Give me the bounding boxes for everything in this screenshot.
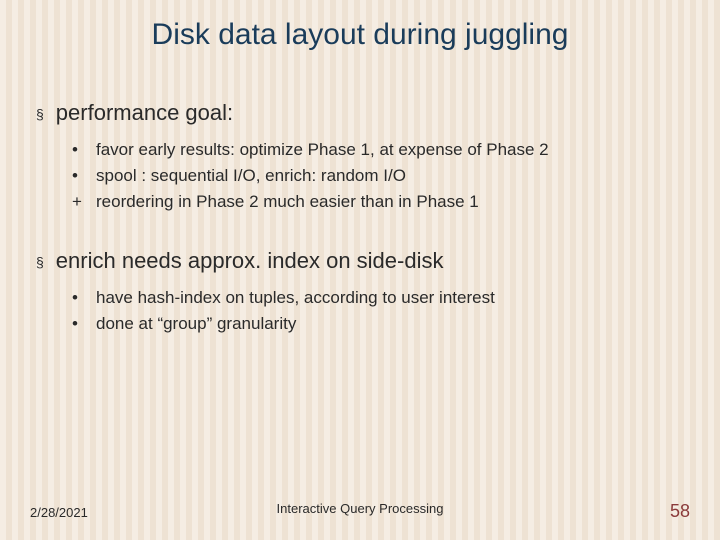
bullet-icon: • xyxy=(72,164,86,188)
footer-date: 2/28/2021 xyxy=(30,505,88,520)
footer-title: Interactive Query Processing xyxy=(277,501,444,516)
slide-container: Disk data layout during juggling § perfo… xyxy=(0,0,720,540)
item-text: spool : sequential I/O, enrich: random I… xyxy=(96,164,406,188)
section-1: § performance goal: • favor early result… xyxy=(30,100,690,214)
section-bullet-icon: § xyxy=(36,100,44,128)
list-item: + reordering in Phase 2 much easier than… xyxy=(72,190,690,214)
slide-footer: 2/28/2021 Interactive Query Processing 5… xyxy=(0,501,720,522)
list-item: • spool : sequential I/O, enrich: random… xyxy=(72,164,690,188)
footer-page-number: 58 xyxy=(670,501,690,522)
section-2: § enrich needs approx. index on side-dis… xyxy=(30,248,690,336)
item-text: reordering in Phase 2 much easier than i… xyxy=(96,190,479,214)
item-text: done at “group” granularity xyxy=(96,312,296,336)
list-item: • have hash-index on tuples, according t… xyxy=(72,286,690,310)
section-2-title: enrich needs approx. index on side-disk xyxy=(56,248,444,274)
slide-title: Disk data layout during juggling xyxy=(30,18,690,52)
section-2-header: § enrich needs approx. index on side-dis… xyxy=(30,248,690,276)
section-1-title: performance goal: xyxy=(56,100,233,126)
section-1-header: § performance goal: xyxy=(30,100,690,128)
item-text: have hash-index on tuples, according to … xyxy=(96,286,495,310)
item-text: favor early results: optimize Phase 1, a… xyxy=(96,138,549,162)
bullet-icon: • xyxy=(72,312,86,336)
bullet-icon: • xyxy=(72,138,86,162)
plus-icon: + xyxy=(72,190,86,214)
list-item: • favor early results: optimize Phase 1,… xyxy=(72,138,690,162)
list-item: • done at “group” granularity xyxy=(72,312,690,336)
bullet-icon: • xyxy=(72,286,86,310)
section-bullet-icon: § xyxy=(36,248,44,276)
